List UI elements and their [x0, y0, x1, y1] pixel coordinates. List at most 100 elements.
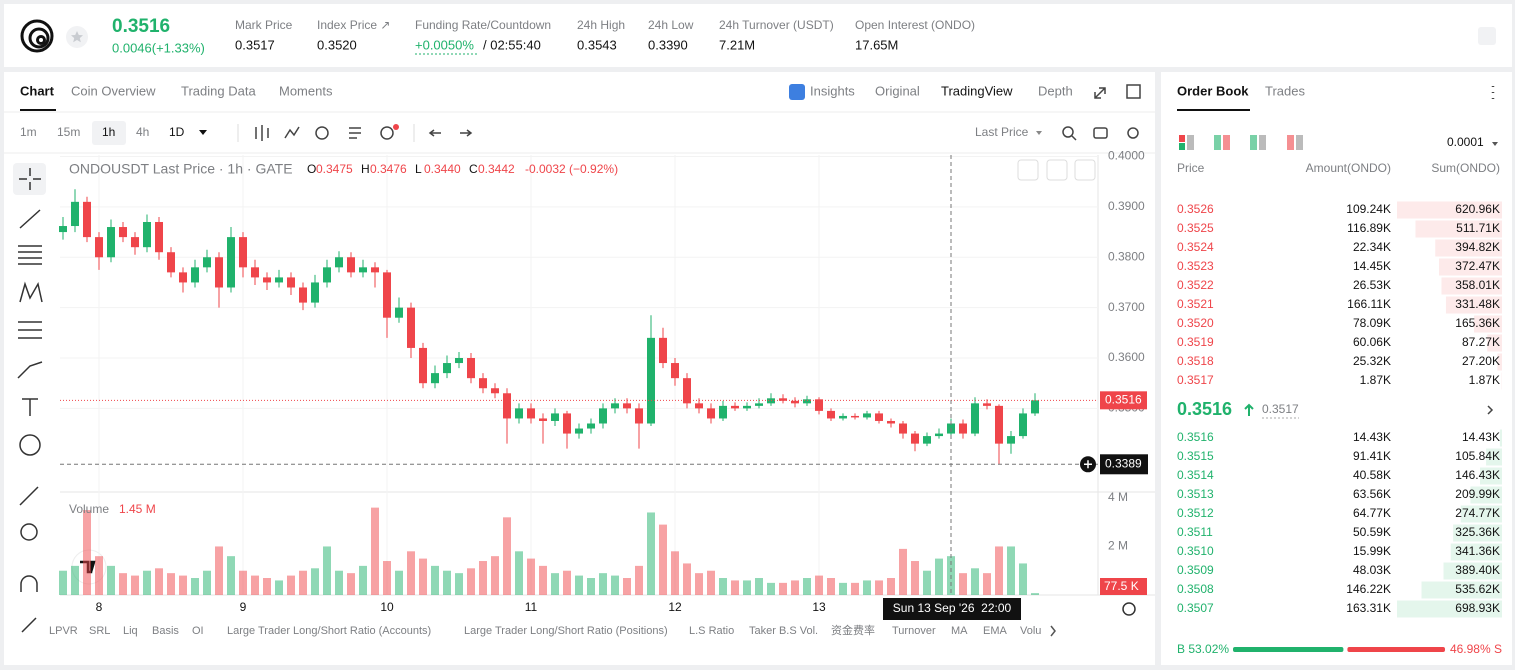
volume-bar	[203, 570, 211, 595]
book-price[interactable]: 0.3521	[1177, 297, 1214, 311]
book-price[interactable]: 0.3517	[1177, 373, 1214, 387]
book-price[interactable]: 0.3525	[1177, 221, 1214, 235]
interval[interactable]: 15m	[57, 125, 80, 139]
star-icon	[71, 31, 83, 43]
indicator-tab[interactable]: Taker B.S Vol.	[749, 625, 818, 637]
book-sum: 698.93K	[1455, 601, 1500, 615]
last-price: 0.3516	[112, 16, 170, 37]
book-price[interactable]: 0.3510	[1177, 544, 1214, 558]
view-tab[interactable]: TradingView	[941, 83, 1013, 98]
book-price[interactable]: 0.3526	[1177, 202, 1214, 216]
volume-bar	[791, 580, 799, 595]
view-tab[interactable]: Insights	[810, 83, 855, 98]
indicator-tab[interactable]: LPVR	[49, 625, 78, 637]
indicator-tab[interactable]: MA	[951, 625, 968, 637]
book-sum: 87.27K	[1462, 335, 1500, 349]
book-tab[interactable]: Order Book	[1177, 83, 1249, 98]
dropdown-caret	[199, 130, 207, 135]
book-sum: 331.48K	[1455, 297, 1500, 311]
crosshair-price-label: 0.3389	[1105, 456, 1142, 470]
book-amount: 166.11K	[1347, 297, 1391, 311]
candle-body	[731, 405, 739, 409]
volume-bar	[539, 565, 547, 595]
volume-bar	[815, 575, 823, 595]
candle-body	[923, 436, 931, 444]
panel-tab[interactable]: Coin Overview	[71, 83, 156, 98]
book-price[interactable]: 0.3513	[1177, 487, 1214, 501]
depth-bar	[1439, 258, 1502, 276]
book-price[interactable]: 0.3516	[1177, 430, 1214, 444]
book-price[interactable]: 0.3522	[1177, 278, 1214, 292]
book-price[interactable]: 0.3519	[1177, 335, 1214, 349]
ohlc-value: 0.3442	[478, 162, 515, 176]
candle-body	[71, 201, 79, 227]
book-price[interactable]: 0.3507	[1177, 601, 1214, 615]
candle-body	[671, 363, 679, 379]
candle-body	[995, 405, 1003, 444]
book-price[interactable]: 0.3518	[1177, 354, 1214, 368]
book-price[interactable]: 0.3511	[1177, 525, 1213, 539]
indicator-tab[interactable]: 资金费率	[831, 623, 875, 637]
stat-extra: / 02:55:40	[483, 37, 541, 52]
price-type[interactable]: Last Price	[975, 125, 1029, 139]
depth-bar	[1486, 448, 1502, 466]
interval[interactable]: 1D	[169, 125, 185, 139]
panel-tab[interactable]: Chart	[20, 83, 55, 98]
scroll-right[interactable]	[1050, 625, 1056, 637]
interval[interactable]: 1h	[102, 125, 115, 139]
indicator-tab[interactable]: Large Trader Long/Short Ratio (Positions…	[464, 625, 668, 637]
book-tab[interactable]: Trades	[1265, 83, 1305, 98]
interval[interactable]: 4h	[136, 125, 149, 139]
indicator-tab[interactable]: Turnover	[892, 625, 936, 637]
book-price[interactable]: 0.3515	[1177, 449, 1214, 463]
stat-value: 0.3520	[317, 37, 357, 52]
candle-body	[215, 257, 223, 288]
volume-bar	[623, 578, 631, 595]
volume-bar	[263, 578, 271, 595]
book-amount: 60.06K	[1353, 335, 1391, 349]
panel-tab[interactable]: Moments	[279, 83, 333, 98]
depth-bar	[1499, 429, 1502, 447]
sort-icon[interactable]	[1017, 159, 1039, 181]
book-sum: 165.36K	[1455, 316, 1500, 330]
interval[interactable]: 1m	[20, 125, 37, 139]
view-tab[interactable]: Original	[875, 83, 920, 98]
candle-body	[959, 423, 967, 434]
candle-body	[299, 287, 307, 303]
book-price[interactable]: 0.3512	[1177, 506, 1214, 520]
book-sum: 535.62K	[1455, 582, 1500, 596]
indicator-tab[interactable]: Basis	[152, 625, 179, 637]
indicator-tab[interactable]: Large Trader Long/Short Ratio (Accounts)	[227, 625, 431, 637]
ohlc-key: L	[415, 162, 422, 176]
indicator-tab[interactable]: OI	[192, 625, 204, 637]
ohlc-value: 0.3476	[370, 162, 407, 176]
expand-icon[interactable]	[1046, 159, 1068, 181]
candle-body	[167, 252, 175, 273]
book-amount: 48.03K	[1353, 563, 1391, 577]
precision[interactable]: 0.0001	[1447, 135, 1484, 149]
refresh-icon[interactable]	[1074, 159, 1096, 181]
volume-bar	[875, 580, 883, 595]
notes-button[interactable]	[1478, 27, 1496, 45]
indicator-tab[interactable]: Liq	[123, 625, 138, 637]
book-price[interactable]: 0.3514	[1177, 468, 1214, 482]
indicator-tab[interactable]: L.S Ratio	[689, 625, 734, 637]
candle-body	[503, 393, 511, 419]
book-price[interactable]: 0.3520	[1177, 316, 1214, 330]
stat-label: 24h Turnover (USDT)	[719, 18, 834, 32]
volume-bar	[695, 573, 703, 595]
indicator-tab[interactable]: Volu	[1020, 625, 1041, 637]
x-tick-label: 12	[668, 600, 682, 614]
book-price[interactable]: 0.3524	[1177, 240, 1214, 254]
candle-body	[743, 405, 751, 409]
candle-body	[347, 257, 355, 273]
indicator-tab[interactable]: EMA	[983, 625, 1008, 637]
book-price[interactable]: 0.3523	[1177, 259, 1214, 273]
book-price[interactable]: 0.3509	[1177, 563, 1214, 577]
book-price[interactable]: 0.3508	[1177, 582, 1214, 596]
indicator-tab[interactable]: SRL	[89, 625, 110, 637]
book-sum: 325.36K	[1455, 525, 1500, 539]
panel-tab[interactable]: Trading Data	[181, 83, 256, 98]
book-amount: 50.59K	[1353, 525, 1391, 539]
view-tab[interactable]: Depth	[1038, 83, 1073, 98]
